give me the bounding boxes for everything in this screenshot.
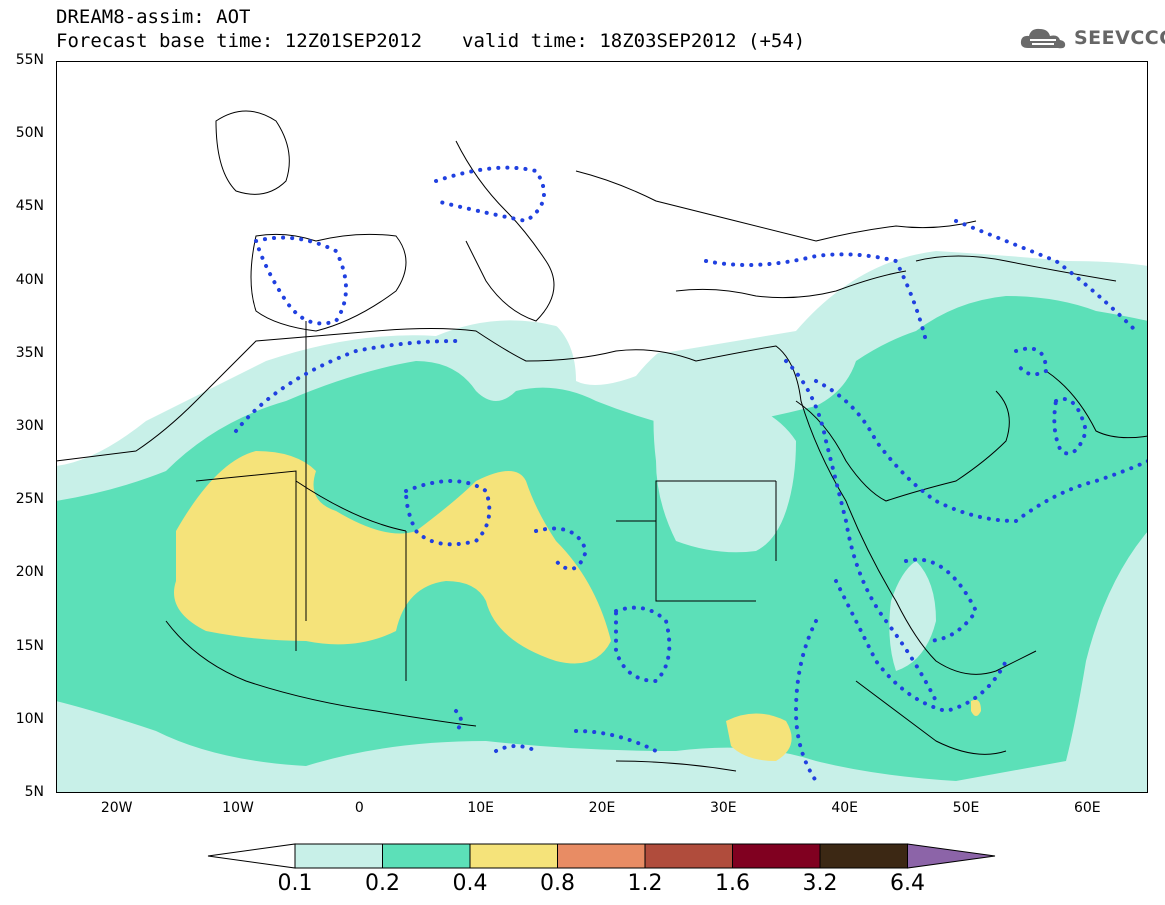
lat-label: 30N <box>15 418 44 434</box>
lat-label: 10N <box>15 710 44 727</box>
lon-label: 30E <box>709 800 737 816</box>
lat-label: 50N <box>15 125 44 142</box>
lon-label: 10E <box>467 800 494 816</box>
aot-band-0.4-b <box>726 713 792 761</box>
lat-label: 55N <box>15 52 44 68</box>
lon-label: 0 <box>354 800 364 816</box>
aot-band-0.4-c <box>971 699 981 716</box>
aot-colorbar <box>207 843 996 869</box>
lat-label: 20N <box>15 564 44 581</box>
colorbar-level-label: 0.2 <box>365 871 400 896</box>
colorbar-segment <box>732 843 821 869</box>
colorbar-segment <box>644 843 733 869</box>
colorbar-level-label: 0.1 <box>277 871 313 896</box>
valid-time: valid time: 18Z03SEP2012 (+54) <box>462 30 806 52</box>
lat-label: 5N <box>24 784 44 800</box>
lat-label: 45N <box>15 198 44 215</box>
colorbar-segment <box>382 843 471 869</box>
dotted-contours <box>234 165 1148 783</box>
lon-label: 60E <box>1073 800 1101 816</box>
seevccc-logo: SEEVCCC <box>1018 24 1165 52</box>
map-subtitle: Forecast base time: 12Z01SEP2012 valid ti… <box>56 30 805 52</box>
lon-label: 50E <box>952 800 980 816</box>
map-title: DREAM8-assim: AOT <box>56 6 251 28</box>
colorbar-level-label: 3.2 <box>802 871 838 896</box>
colorbar-level-label: 1.6 <box>715 871 750 896</box>
coastlines <box>56 110 1148 772</box>
cloud-logo-icon <box>1020 28 1066 49</box>
lat-label: 40N <box>15 271 44 288</box>
lat-label: 35N <box>15 344 44 361</box>
map-frame <box>56 61 1148 793</box>
colorbar-under-triangle <box>207 843 296 869</box>
logo-text: SEEVCCC <box>1074 27 1165 49</box>
colorbar-level-label: 6.4 <box>890 871 925 896</box>
aot-interior-light <box>653 381 796 553</box>
base-time: Forecast base time: 12Z01SEP2012 <box>56 30 423 52</box>
aot-map <box>56 61 1148 793</box>
colorbar-segment <box>819 843 908 869</box>
lon-label: 20W <box>100 800 133 816</box>
colorbar-segment <box>469 843 558 869</box>
colorbar-over-triangle <box>907 843 996 869</box>
lat-label: 15N <box>15 637 44 654</box>
colorbar-segment <box>294 843 383 869</box>
lon-label: 10W <box>222 800 254 816</box>
colorbar-level-label: 0.8 <box>540 871 575 896</box>
lon-label: 40E <box>831 800 858 816</box>
lat-label: 25N <box>15 491 44 508</box>
colorbar-level-label: 0.4 <box>452 871 488 896</box>
colorbar-segment <box>557 843 646 869</box>
colorbar-level-label: 1.2 <box>627 871 663 896</box>
lon-label: 20E <box>588 800 616 816</box>
aot-band-0.2 <box>56 296 1148 781</box>
aot-band-0.4-a <box>174 451 611 664</box>
aot-gap <box>551 306 676 385</box>
